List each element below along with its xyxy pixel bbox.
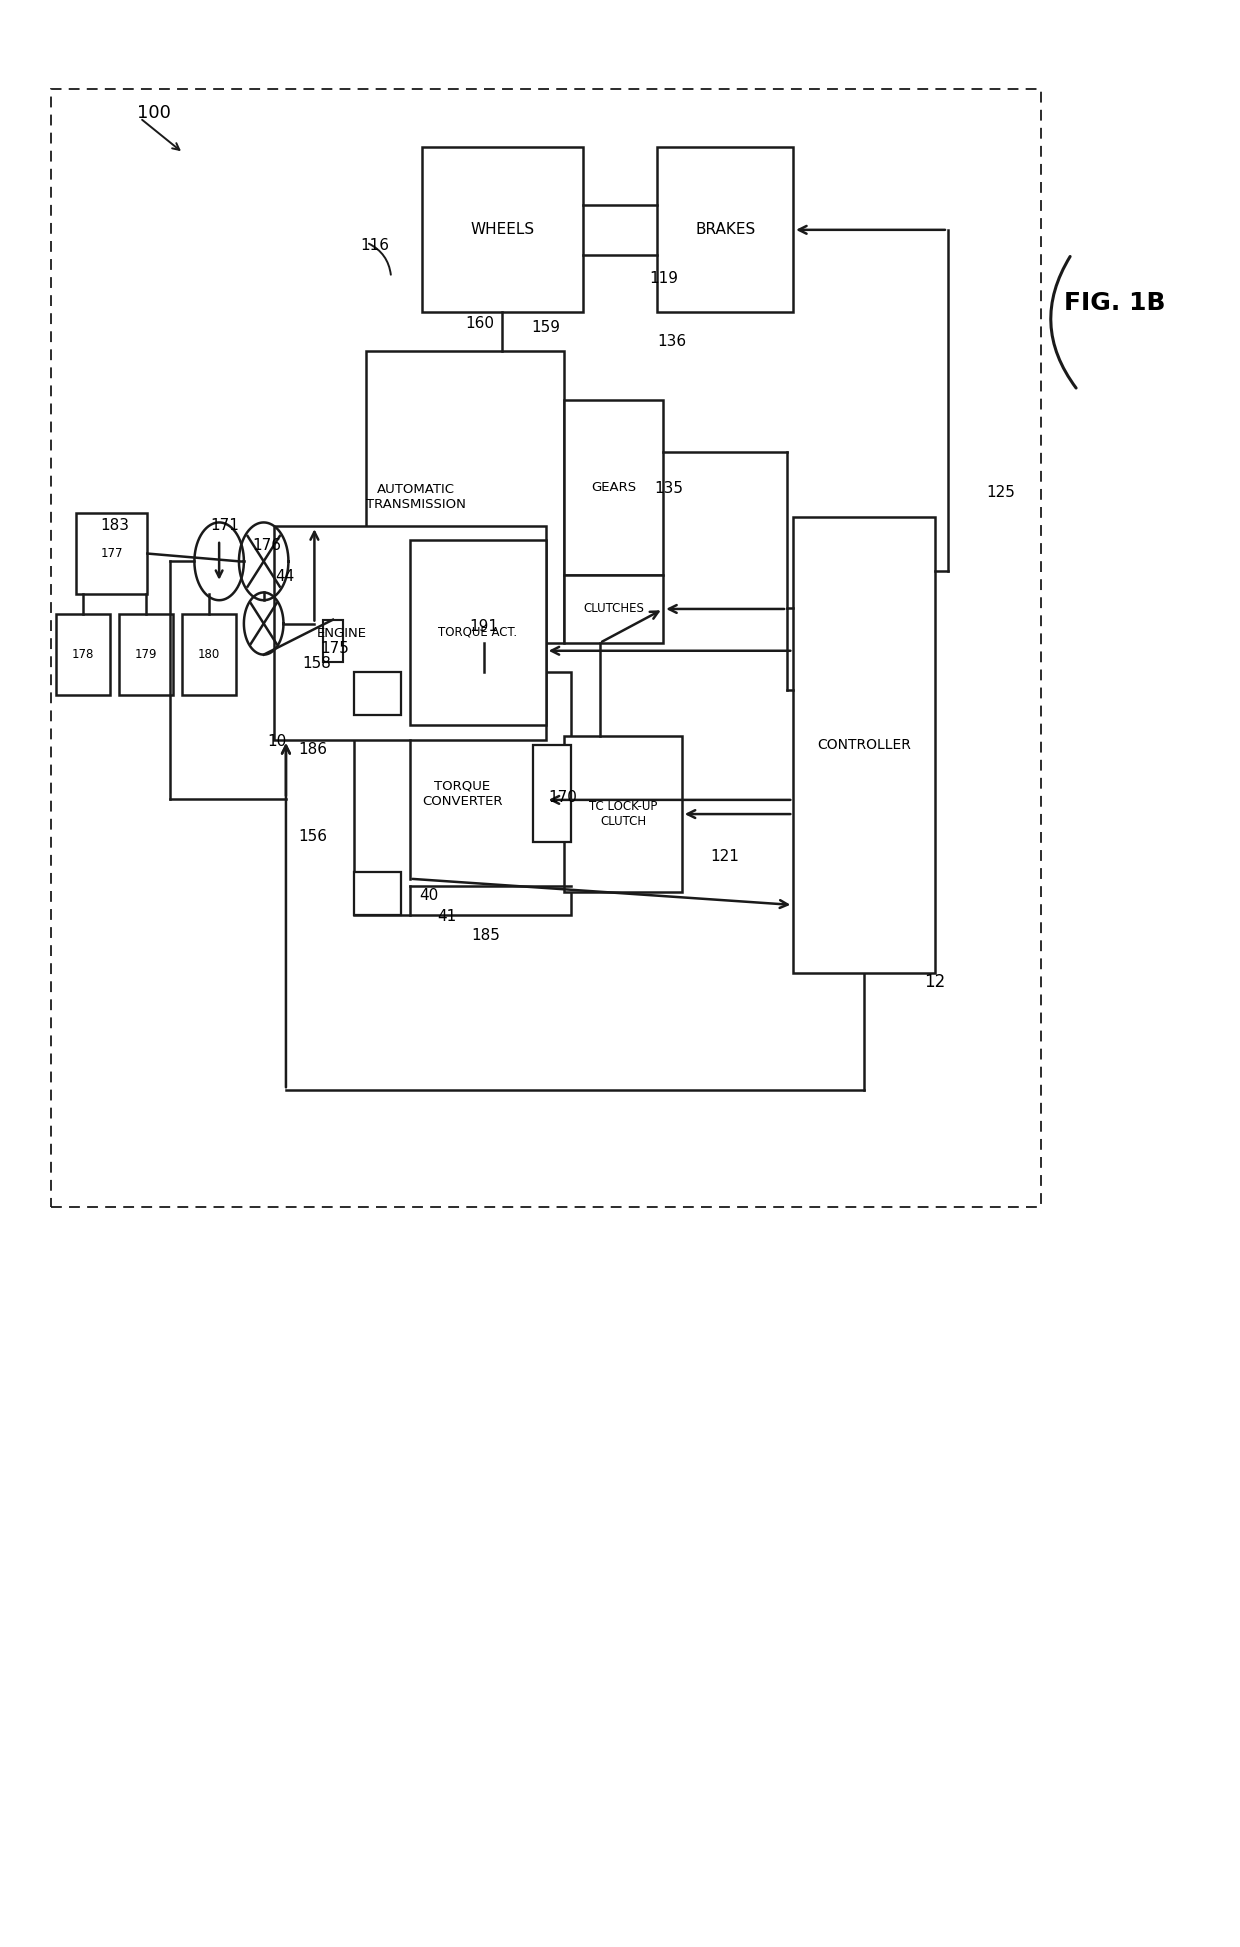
Bar: [51, 90, 1040, 1207]
Text: 121: 121: [711, 849, 739, 864]
Bar: [182, 613, 237, 695]
Text: CONTROLLER: CONTROLLER: [817, 738, 911, 752]
Text: 170: 170: [548, 790, 577, 806]
Text: 175: 175: [321, 641, 350, 656]
Text: 177: 177: [100, 547, 123, 561]
Text: 176: 176: [253, 537, 281, 553]
Text: 156: 156: [299, 829, 327, 845]
Text: 116: 116: [360, 238, 389, 253]
Text: TC LOCK-UP
CLUTCH: TC LOCK-UP CLUTCH: [589, 800, 657, 827]
Text: 125: 125: [986, 485, 1016, 500]
Bar: [794, 516, 935, 974]
Text: 171: 171: [211, 518, 239, 533]
Bar: [324, 619, 343, 662]
Text: 10: 10: [268, 734, 286, 750]
Bar: [533, 746, 570, 843]
Text: 179: 179: [135, 648, 157, 662]
Bar: [76, 512, 148, 594]
Text: TORQUE ACT.: TORQUE ACT.: [438, 625, 517, 639]
Text: 180: 180: [198, 648, 221, 662]
Bar: [564, 574, 663, 643]
Text: 186: 186: [299, 742, 327, 757]
Bar: [564, 399, 663, 574]
Bar: [564, 736, 682, 892]
Bar: [56, 613, 110, 695]
Bar: [409, 539, 546, 724]
Text: 44: 44: [275, 569, 294, 584]
Text: 159: 159: [531, 319, 560, 335]
Bar: [353, 672, 570, 915]
Text: 160: 160: [465, 315, 495, 331]
Text: 12: 12: [924, 974, 946, 991]
Bar: [353, 872, 401, 915]
Text: 119: 119: [650, 271, 678, 286]
Bar: [274, 526, 546, 740]
Text: 136: 136: [657, 333, 686, 349]
Text: BRAKES: BRAKES: [696, 222, 755, 238]
Text: 158: 158: [303, 656, 331, 672]
Text: TORQUE
CONVERTER: TORQUE CONVERTER: [422, 779, 502, 808]
Text: 191: 191: [469, 619, 498, 635]
Bar: [366, 350, 564, 643]
Text: 135: 135: [655, 481, 683, 496]
Text: 100: 100: [138, 103, 171, 123]
Text: AUTOMATIC
TRANSMISSION: AUTOMATIC TRANSMISSION: [366, 483, 466, 512]
Text: 41: 41: [436, 909, 456, 925]
Text: 40: 40: [419, 888, 439, 903]
Bar: [353, 672, 401, 715]
Text: FIG. 1B: FIG. 1B: [1064, 290, 1166, 315]
Text: CLUTCHES: CLUTCHES: [583, 602, 645, 615]
Text: 183: 183: [100, 518, 129, 533]
Text: WHEELS: WHEELS: [470, 222, 534, 238]
Bar: [422, 148, 583, 312]
Bar: [657, 148, 794, 312]
Bar: [119, 613, 174, 695]
Text: ENGINE: ENGINE: [316, 627, 367, 641]
Text: GEARS: GEARS: [591, 481, 636, 495]
Text: 185: 185: [471, 929, 501, 944]
Text: 178: 178: [72, 648, 94, 662]
